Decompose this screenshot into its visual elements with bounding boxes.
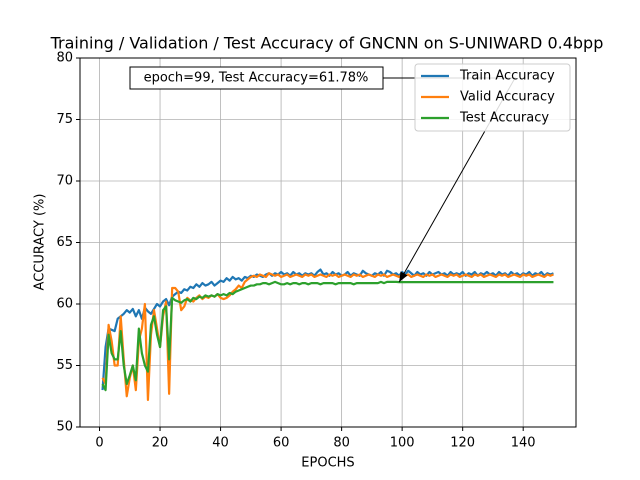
y-axis-label: ACCURACY (%) [33,194,48,291]
y-tick-label: 70 [56,174,73,189]
x-tick-label: 140 [511,436,536,451]
annotation-text: epoch=99, Test Accuracy=61.78% [144,71,369,86]
y-tick-label: 50 [56,420,73,435]
annotation-box [129,66,384,90]
x-tick-label: 80 [333,436,350,451]
y-tick-label: 55 [56,358,73,373]
y-tick-label: 75 [56,112,73,127]
legend-box [414,63,571,132]
chart-title: Training / Validation / Test Accuracy of… [50,34,604,53]
x-tick-label: 60 [273,436,290,451]
x-tick-label: 100 [390,436,415,451]
y-tick-label: 65 [56,235,73,250]
x-tick-label: 20 [152,436,169,451]
x-tick-label: 120 [450,436,475,451]
series-line [101,280,554,392]
x-tick-label: 0 [95,436,103,451]
legend-label: Train Accuracy [459,69,555,84]
legend-label: Valid Accuracy [460,90,555,105]
legend-label: Test Accuracy [459,111,549,126]
x-tick-label: 40 [212,436,229,451]
y-tick-label: 60 [56,297,73,312]
series-line [101,272,554,402]
x-axis-label: EPOCHS [301,456,354,471]
plot-frame [79,57,577,428]
annotation-arrowhead [399,271,408,283]
y-tick-label: 80 [56,51,73,66]
